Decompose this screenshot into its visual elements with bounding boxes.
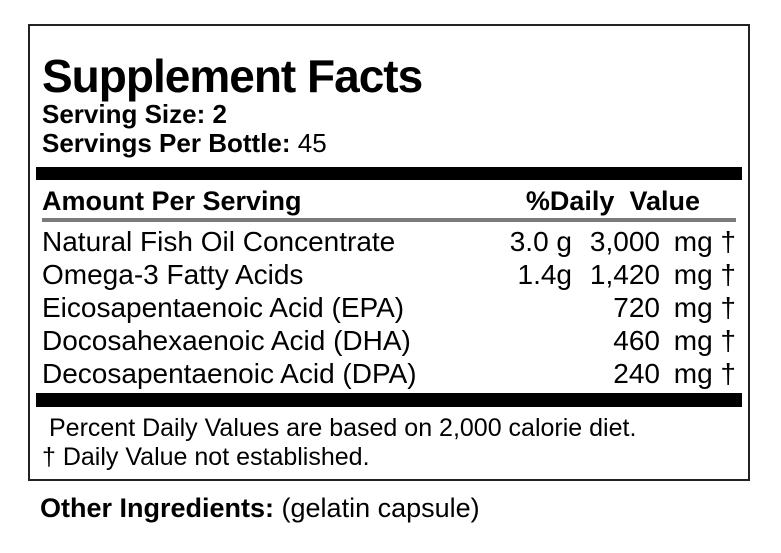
nutrient-mg: 1,420 [589, 259, 660, 290]
nutrient-unit: mg † [673, 226, 736, 257]
serving-size-label: Serving Size: [42, 99, 206, 129]
nutrient-mg: 720 [613, 292, 660, 323]
nutrient-unit: mg † [673, 259, 736, 290]
footnotes: Percent Daily Values are based on 2,000 … [42, 414, 736, 472]
panel-title: Supplement Facts [42, 50, 423, 102]
nutrient-name: Decosapentaenoic Acid (DPA) [42, 358, 417, 389]
nutrient-grams: 1.4g [517, 259, 573, 290]
other-ingredients-label: Other Ingredients: [40, 493, 275, 523]
nutrient-name: Eicosapentaenoic Acid (EPA) [42, 292, 405, 323]
nutrient-grams [496, 357, 572, 390]
nutrient-mg: 240 [613, 358, 660, 389]
nutrient-unit: mg † [673, 358, 736, 389]
divider-bar-bottom [36, 393, 742, 407]
header-underline-rule [42, 218, 736, 222]
table-row: Omega-3 Fatty Acids 1.4g 1,420 mg † [42, 258, 736, 291]
table-row: Docosahexaenoic Acid (DHA) 460 mg † [42, 324, 736, 357]
nutrient-unit: mg † [673, 325, 736, 356]
servings-per-bottle-value: 45 [297, 128, 327, 158]
amount-per-serving-header: Amount Per Serving [42, 186, 302, 216]
supplement-facts-panel: Supplement Facts Serving Size: 2 Serving… [28, 24, 750, 481]
serving-size-value: 2 [212, 99, 227, 129]
nutrient-name: Omega-3 Fatty Acids [42, 259, 304, 290]
nutrient-grams [496, 324, 572, 357]
footnote-daily-values: Percent Daily Values are based on 2,000 … [49, 414, 637, 442]
nutrient-name: Natural Fish Oil Concentrate [42, 226, 396, 257]
other-ingredients-value: (gelatin capsule) [274, 493, 480, 523]
nutrient-mg: 3,000 [589, 226, 660, 257]
table-row: Decosapentaenoic Acid (DPA) 240 mg † [42, 357, 736, 390]
nutrient-rows: Natural Fish Oil Concentrate 3.0 g 3,000… [42, 225, 736, 390]
other-ingredients-line: Other Ingredients: (gelatin capsule) [40, 493, 480, 523]
servings-per-bottle-line: Servings Per Bottle: 45 [42, 129, 736, 158]
table-row: Natural Fish Oil Concentrate 3.0 g 3,000… [42, 225, 736, 258]
nutrient-grams [496, 291, 572, 324]
daily-value-header: %Daily Value [525, 186, 700, 216]
nutrient-grams: 3.0 g [509, 226, 572, 257]
table-row: Eicosapentaenoic Acid (EPA) 720 mg † [42, 291, 736, 324]
serving-size-line: Serving Size: 2 [42, 100, 736, 129]
servings-per-bottle-label: Servings Per Bottle: [42, 128, 291, 158]
nutrient-unit: mg † [673, 292, 736, 323]
divider-bar-top [36, 167, 742, 180]
footnote-dagger: † Daily Value not established. [42, 443, 370, 471]
nutrient-mg: 460 [613, 325, 660, 356]
nutrient-name: Docosahexaenoic Acid (DHA) [42, 325, 411, 356]
column-header-row: Amount Per Serving %Daily Value [42, 187, 736, 216]
